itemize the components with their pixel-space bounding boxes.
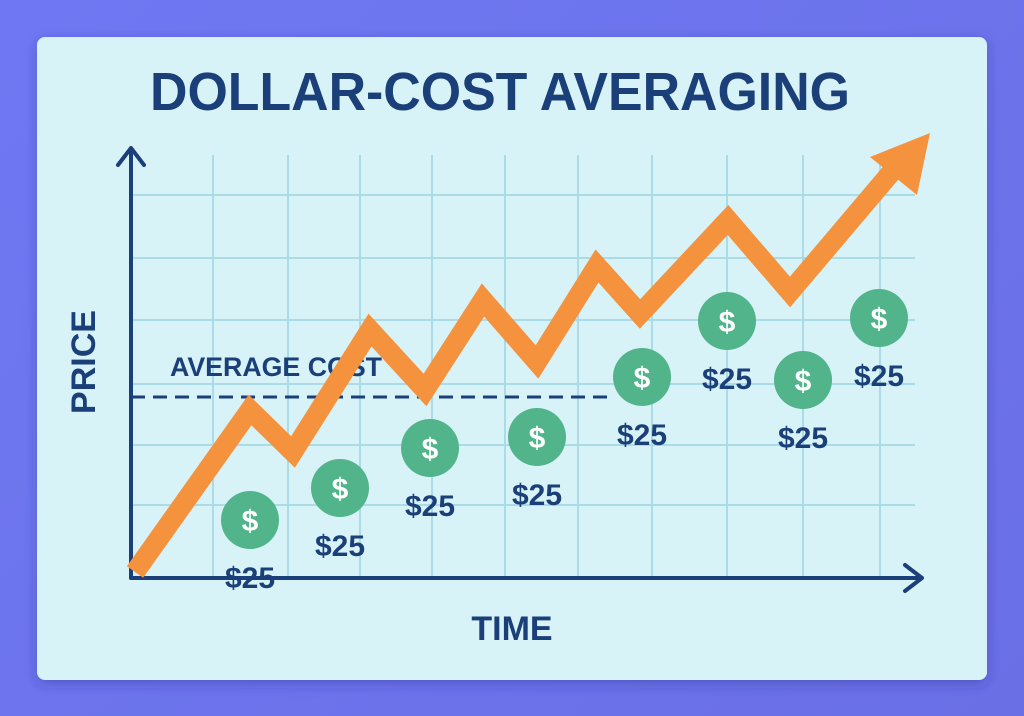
coin-symbol: $ (634, 362, 651, 395)
coin (613, 348, 671, 406)
coin-amount: $25 (405, 490, 455, 523)
coin (850, 289, 908, 347)
coin-symbol: $ (795, 365, 812, 398)
coin-amount: $25 (617, 419, 667, 452)
coin-amount: $25 (854, 360, 904, 393)
coin-symbol: $ (871, 303, 888, 336)
coin-amount: $25 (512, 479, 562, 512)
coin-amount: $25 (778, 422, 828, 455)
coin (401, 419, 459, 477)
coin-symbol: $ (529, 422, 546, 455)
coins: $ $25 $ $25 $ $25 $ $25 $ $25 $ $25 $ $25 $ $25 (221, 289, 908, 595)
x-axis-label: TIME (471, 610, 552, 648)
price-arrowhead (870, 133, 930, 195)
coin (311, 459, 369, 517)
y-axis-label: PRICE (65, 310, 103, 414)
coin-symbol: $ (719, 306, 736, 339)
title: DOLLAR-COST AVERAGING (150, 62, 850, 122)
axes (116, 146, 924, 593)
coin (774, 351, 832, 409)
coin-symbol: $ (242, 505, 259, 538)
coin (508, 408, 566, 466)
coin-symbol: $ (332, 473, 349, 506)
coin (221, 491, 279, 549)
coin (698, 292, 756, 350)
price-line (126, 161, 903, 578)
coin-amount: $25 (702, 363, 752, 396)
coin-amount: $25 (315, 530, 365, 563)
coin-amount: $25 (225, 562, 275, 595)
coin-symbol: $ (422, 433, 439, 466)
